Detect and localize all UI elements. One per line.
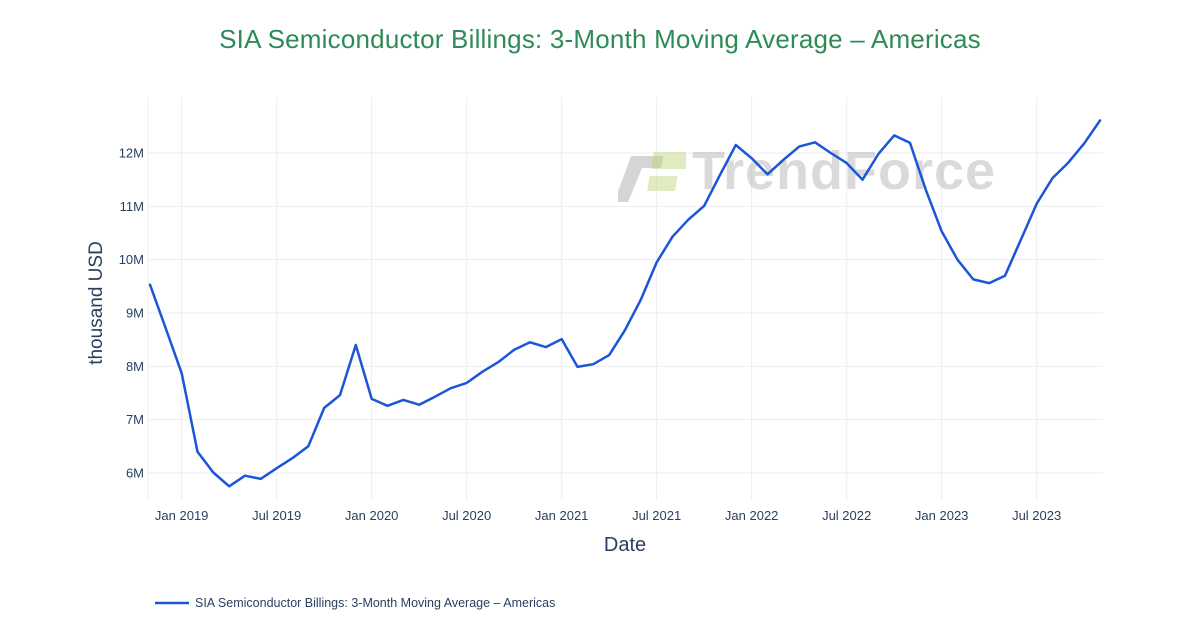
y-tick-label: 12M xyxy=(119,146,144,161)
x-tick-label: Jan 2021 xyxy=(535,508,589,523)
x-tick-label: Jan 2023 xyxy=(915,508,969,523)
x-tick-label: Jan 2019 xyxy=(155,508,209,523)
legend-label: SIA Semiconductor Billings: 3-Month Movi… xyxy=(195,596,556,610)
x-tick-label: Jul 2020 xyxy=(442,508,491,523)
legend-item[interactable]: SIA Semiconductor Billings: 3-Month Movi… xyxy=(155,596,555,610)
y-tick-label: 8M xyxy=(126,359,144,374)
y-tick-label: 11M xyxy=(120,199,144,214)
y-tick-label: 9M xyxy=(126,306,144,321)
x-tick-label: Jul 2019 xyxy=(252,508,301,523)
x-tick-label: Jul 2023 xyxy=(1012,508,1061,523)
y-tick-label: 10M xyxy=(119,252,144,267)
series-line[interactable] xyxy=(148,119,1102,488)
x-tick-label: Jan 2020 xyxy=(345,508,399,523)
y-tick-label: 7M xyxy=(126,412,144,427)
x-tick-label: Jan 2022 xyxy=(725,508,779,523)
legend: SIA Semiconductor Billings: 3-Month Movi… xyxy=(155,596,555,610)
x-tick-label: Jul 2022 xyxy=(822,508,871,523)
x-tick-label: Jul 2021 xyxy=(632,508,681,523)
legend-line-sample xyxy=(155,601,189,605)
x-axis-title: Date xyxy=(603,534,647,556)
chart-title: SIA Semiconductor Billings: 3-Month Movi… xyxy=(219,24,981,54)
y-tick-label: 6M xyxy=(126,466,144,481)
